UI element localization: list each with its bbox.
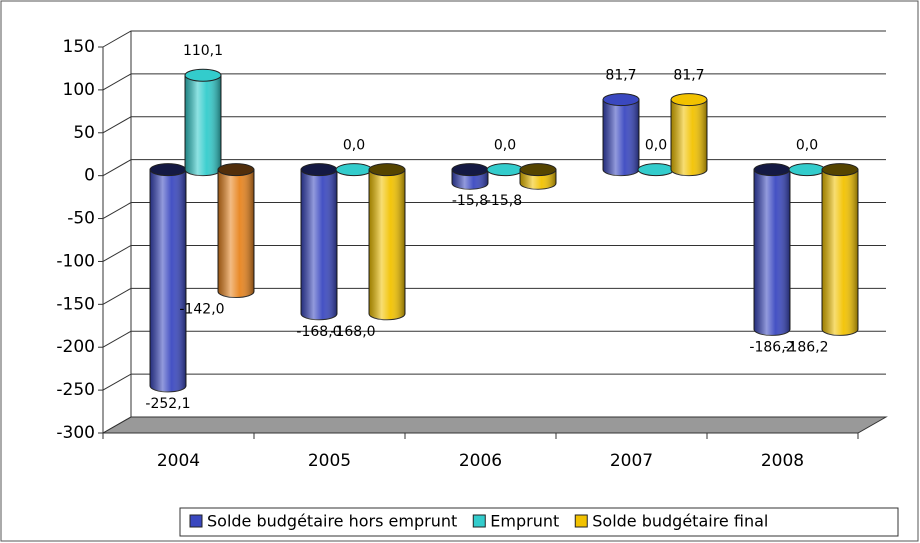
bar-cap — [368, 163, 406, 177]
cylinder — [300, 163, 338, 321]
bar-cap — [217, 163, 255, 177]
value-label: -15,8 — [452, 193, 488, 209]
bar-shade — [369, 169, 405, 320]
cylinder — [368, 163, 406, 321]
value-label: -186,2 — [783, 339, 828, 355]
y-tick-label: -200 — [56, 337, 95, 357]
bar — [335, 163, 373, 177]
x-tick-label: 2007 — [610, 451, 653, 471]
y-tick-label: -100 — [56, 251, 95, 271]
bar-cap — [753, 163, 791, 177]
bar-cap — [149, 163, 187, 177]
y-tick-label: 0 — [84, 166, 95, 186]
cylinder — [821, 163, 859, 336]
bar-cap — [670, 93, 708, 107]
bar-cap — [602, 93, 640, 107]
grid-line — [102, 30, 886, 48]
cylinder — [217, 163, 255, 298]
x-tick-label: 2004 — [157, 451, 200, 471]
grid-line — [102, 244, 886, 262]
x-tick-label: 2008 — [761, 451, 804, 471]
bar-shade — [754, 169, 790, 336]
grid-line — [102, 202, 886, 219]
legend-label: Emprunt — [490, 512, 559, 531]
bar-shade — [822, 169, 858, 336]
value-label: -142,0 — [179, 301, 224, 317]
y-tick-label: 100 — [63, 80, 95, 100]
cylinder — [184, 68, 222, 177]
cylinder — [637, 163, 675, 177]
x-tick-label: 2005 — [308, 451, 351, 471]
cylinder — [486, 163, 524, 177]
bar-shade — [185, 75, 221, 176]
value-label: 0,0 — [796, 138, 818, 154]
bar-cap — [821, 163, 859, 177]
bar — [637, 163, 675, 177]
bar-shade — [218, 169, 254, 298]
legend-swatch — [189, 514, 203, 528]
grid-line — [102, 373, 886, 391]
bar-cap — [519, 163, 557, 177]
bar-shade — [150, 169, 186, 392]
value-label: 110,1 — [183, 43, 223, 59]
legend-swatch — [574, 514, 588, 528]
bar-shade — [301, 169, 337, 320]
bar-cap — [300, 163, 338, 177]
bar — [788, 163, 826, 177]
bar-cap — [451, 163, 489, 177]
value-label: 0,0 — [645, 138, 667, 154]
value-label: -186,2 — [749, 339, 794, 355]
cylinder — [788, 163, 826, 177]
bar — [486, 163, 524, 177]
value-label: -168,0 — [330, 324, 375, 340]
legend-label: Solde budgétaire final — [592, 512, 768, 531]
value-label: 81,7 — [673, 68, 704, 84]
bar-shade — [603, 99, 639, 176]
value-label: 0,0 — [343, 138, 365, 154]
legend-box — [179, 507, 899, 537]
legend: Solde budgétaire hors emprunt Emprunt Sold… — [179, 507, 899, 537]
bar-cap — [184, 68, 222, 82]
legend-swatch — [472, 514, 486, 528]
cylinder — [149, 163, 187, 393]
cylinder — [451, 163, 489, 190]
cylinder — [670, 93, 708, 177]
y-tick-label: 150 — [63, 37, 95, 57]
cylinder — [602, 93, 640, 177]
floor — [101, 416, 888, 434]
grid-line — [102, 416, 886, 434]
value-label: -252,1 — [145, 396, 190, 412]
y-tick-label: 50 — [73, 123, 95, 143]
grid-line — [102, 330, 886, 348]
value-label: 81,7 — [605, 68, 636, 84]
x-tick-label: 2006 — [459, 451, 502, 471]
y-tick-label: -50 — [67, 209, 95, 229]
cylinder — [753, 163, 791, 336]
cylinder — [335, 163, 373, 177]
value-label: 0,0 — [494, 138, 516, 154]
bar-shade — [671, 99, 707, 176]
legend-label: Solde budgétaire hors emprunt — [207, 512, 457, 531]
y-tick-label: -250 — [56, 380, 95, 400]
value-label: -15,8 — [486, 193, 522, 209]
cylinder — [519, 163, 557, 190]
y-tick-label: -300 — [56, 423, 95, 443]
value-label: -168,0 — [296, 324, 341, 340]
grid-line — [102, 73, 886, 91]
grid-line — [102, 287, 886, 305]
y-tick-label: -150 — [56, 294, 95, 314]
